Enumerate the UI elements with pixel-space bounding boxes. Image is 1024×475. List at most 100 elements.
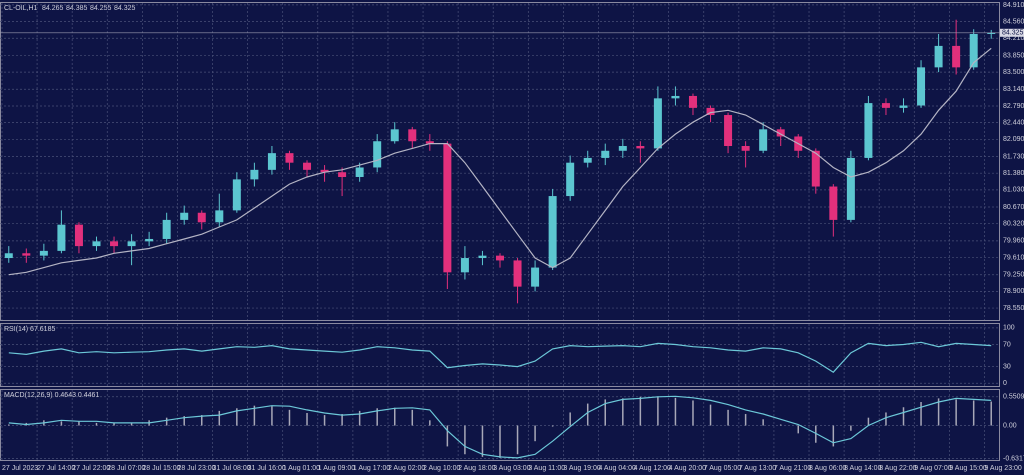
price-marker-label: 84.325: [1002, 30, 1024, 37]
y-tick-label: 81.380: [1003, 170, 1024, 177]
x-tick-label: 1 Aug 01:00: [283, 465, 320, 472]
candle-body: [881, 103, 890, 108]
candle-body: [513, 260, 522, 287]
indicator-title: MACD(12,26,9) 0.4643 0.4461: [4, 392, 99, 399]
candle-body: [4, 253, 13, 259]
x-tick-label: 7 Aug 21:00: [774, 465, 811, 472]
candle-body: [408, 129, 417, 142]
x-tick-label: 1 Aug 09:00: [318, 465, 355, 472]
candle-body: [373, 141, 382, 168]
candle-body: [653, 98, 662, 149]
y-tick-label: 83.850: [1003, 52, 1024, 59]
x-tick-label: 8 Aug 22:00: [879, 465, 916, 472]
candle-body: [846, 157, 855, 220]
x-tick-label: 4 Aug 20:00: [669, 465, 706, 472]
y-tick-label: 100: [1003, 325, 1015, 332]
indicator-title: RSI(14) 67.6185: [4, 326, 55, 333]
x-tick-label: 27 Jul 14:00: [37, 465, 75, 472]
rsi-line: [8, 341, 992, 373]
candle-body: [250, 169, 259, 180]
y-tick-label: 79.960: [1003, 238, 1024, 245]
y-tick-label: 80.670: [1003, 204, 1024, 211]
y-tick-label: 83.140: [1003, 86, 1024, 93]
candle-body: [92, 241, 101, 247]
candle-body: [110, 241, 119, 247]
header-value: 84.385: [66, 5, 88, 12]
x-tick-label: 28 Jul 15:00: [142, 465, 180, 472]
candle-body: [197, 212, 206, 223]
candle-body: [338, 172, 347, 177]
y-tick-label: 78.550: [1003, 305, 1024, 312]
y-tick-label: 80.320: [1003, 221, 1024, 228]
candle-body: [127, 241, 136, 247]
x-tick-label: 27 Jul 2023: [2, 465, 38, 472]
x-tick-label: 28 Jul 23:00: [177, 465, 215, 472]
candle-body: [706, 107, 715, 116]
candle-body: [74, 224, 83, 247]
candle-body: [688, 95, 697, 108]
macd-panel: [0, 389, 1000, 461]
candle-body: [776, 129, 785, 137]
y-tick-label: 81.030: [1003, 187, 1024, 194]
candle-body: [180, 212, 189, 220]
y-tick-label: 0.00: [1003, 422, 1017, 429]
moving-average: [8, 47, 992, 276]
x-tick-label: 3 Aug 03:00: [493, 465, 530, 472]
candle-body: [811, 150, 820, 187]
candle-body: [57, 224, 66, 251]
candle-body: [548, 196, 557, 268]
y-tick-label: 83.500: [1003, 69, 1024, 76]
y-tick-label: 0.5509: [1003, 394, 1024, 401]
candle-body: [566, 162, 575, 197]
x-tick-label: 4 Aug 12:00: [634, 465, 671, 472]
x-tick-label: 8 Aug 14:00: [844, 465, 881, 472]
candle-body: [232, 179, 241, 211]
candle-body: [759, 129, 768, 151]
candle-body: [355, 167, 364, 177]
y-tick-label: 70: [1003, 341, 1011, 348]
candle-body: [531, 267, 540, 287]
x-tick-label: 31 Jul 08:00: [213, 465, 251, 472]
x-tick-label: 9 Aug 23:00: [984, 465, 1021, 472]
y-tick-label: -0.6317: [1003, 455, 1024, 462]
y-tick-label: 82.790: [1003, 103, 1024, 110]
header: CL-OIL,H1: [4, 5, 38, 12]
header-value: 84.255: [90, 5, 112, 12]
candle-body: [724, 115, 733, 147]
y-tick-label: 81.730: [1003, 153, 1024, 160]
rsi-panel: [0, 323, 1000, 387]
x-tick-label: 7 Aug 13:00: [739, 465, 776, 472]
candle-body: [864, 103, 873, 158]
y-tick-label: 79.250: [1003, 272, 1024, 279]
candle-body: [952, 45, 961, 68]
candle-body: [671, 95, 680, 99]
y-tick-label: 84.210: [1003, 35, 1024, 42]
x-tick-label: 2 Aug 10:00: [423, 465, 460, 472]
y-tick-label: 82.440: [1003, 119, 1024, 126]
x-tick-label: 1 Aug 17:00: [353, 465, 390, 472]
candle-body: [934, 45, 943, 68]
candle-body: [390, 129, 399, 142]
x-tick-label: 7 Aug 05:00: [704, 465, 741, 472]
symbol: CL-OIL,H1: [4, 5, 38, 12]
candle-body: [162, 219, 171, 239]
candle-body: [899, 105, 908, 108]
y-tick-label: 0: [1003, 380, 1007, 387]
price-marker: [1000, 28, 1024, 37]
candle-body: [215, 210, 224, 223]
candle-body: [39, 250, 48, 256]
candle-body: [443, 143, 452, 273]
candle-body: [583, 157, 592, 163]
candle-body: [969, 33, 978, 68]
candle-body: [145, 238, 154, 242]
price-panel: [0, 2, 1000, 321]
candle-body: [829, 186, 838, 220]
y-tick-label: 79.610: [1003, 254, 1024, 261]
x-tick-label: 3 Aug 11:00: [528, 465, 565, 472]
header-value: 84.265: [42, 5, 64, 12]
y-tick-label: 84.560: [1003, 18, 1024, 25]
x-tick-label: 31 Jul 16:00: [248, 465, 286, 472]
y-tick-label: 78.900: [1003, 288, 1024, 295]
candle-body: [987, 32, 996, 34]
